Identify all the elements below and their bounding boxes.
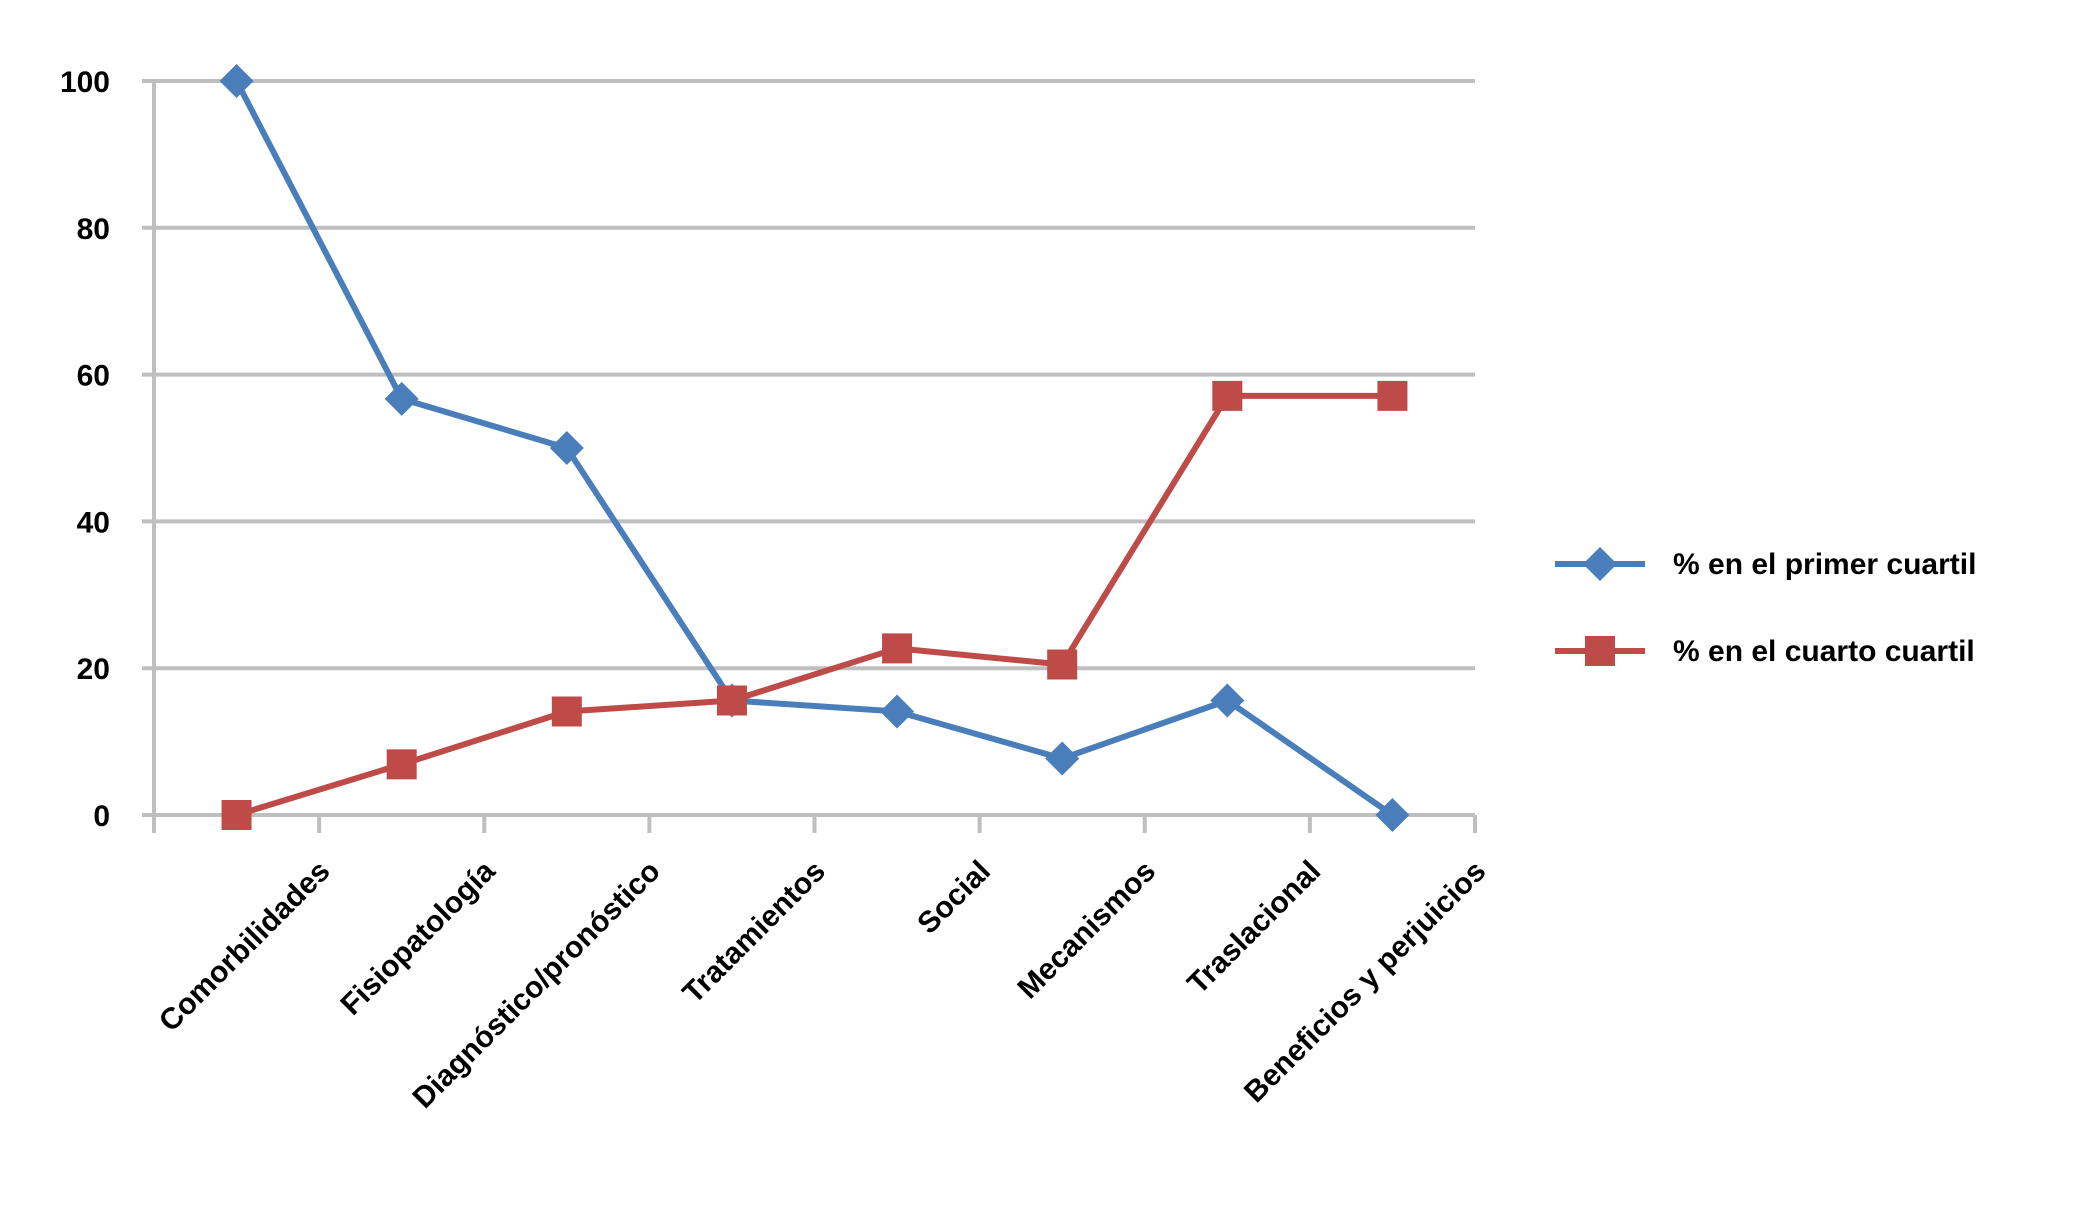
data-point-1 xyxy=(1212,380,1243,411)
x-tick-label: Comorbilidades xyxy=(153,855,337,1039)
legend-marker-1 xyxy=(1585,636,1615,666)
data-point-1 xyxy=(551,696,582,727)
data-point-1 xyxy=(1047,649,1078,680)
series-line-1 xyxy=(235,392,1393,818)
data-point-1 xyxy=(386,749,417,780)
x-tick-label: Fisiopatología xyxy=(335,854,502,1021)
data-point-1 xyxy=(882,633,913,664)
legend-marker-0 xyxy=(1583,547,1617,581)
x-tick-label: Traslacional xyxy=(1181,855,1327,1001)
y-tick-label: 100 xyxy=(60,66,110,99)
y-tick-label: 80 xyxy=(77,213,110,246)
data-point-0 xyxy=(384,381,419,416)
data-point-0 xyxy=(1210,683,1245,718)
data-point-0 xyxy=(549,431,584,465)
y-tick-label: 20 xyxy=(77,653,110,686)
data-point-1 xyxy=(221,800,252,830)
y-tick-label: 40 xyxy=(77,506,110,539)
x-tick-label: Mecanismos xyxy=(1011,855,1162,1006)
data-point-0 xyxy=(1045,741,1080,776)
data-point-0 xyxy=(219,64,254,98)
y-tick-label: 60 xyxy=(77,360,110,393)
series-line-0 xyxy=(233,79,1395,818)
x-tick-label: Social xyxy=(911,855,997,941)
data-point-1 xyxy=(1377,380,1408,411)
data-point-1 xyxy=(716,685,747,716)
data-point-0 xyxy=(880,694,915,729)
y-tick-label: 0 xyxy=(93,800,110,833)
legend-label: % en el primer cuartil xyxy=(1673,548,1976,581)
data-point-0 xyxy=(1375,798,1410,832)
x-tick-label: Tratamientos xyxy=(677,855,832,1010)
legend-label: % en el cuarto cuartil xyxy=(1673,635,1975,668)
